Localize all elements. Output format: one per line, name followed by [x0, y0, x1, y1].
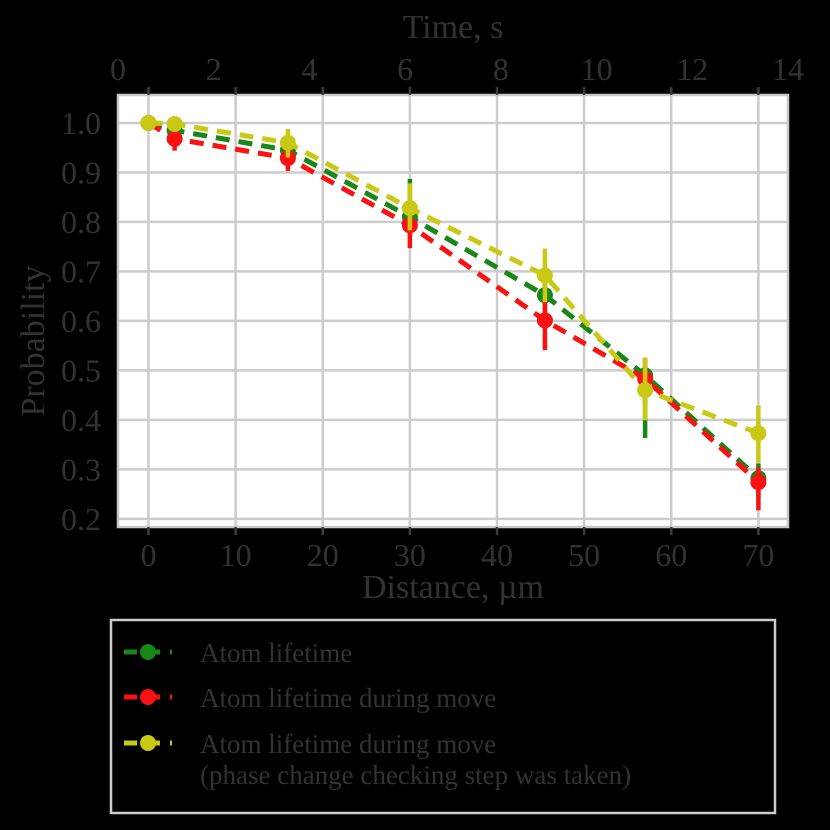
- y-tick-label: 0.5: [61, 352, 101, 388]
- top-tick-label: 6: [397, 51, 413, 87]
- legend-marker-dot: [140, 644, 156, 660]
- markers: [140, 114, 767, 442]
- legend-marker-dot: [140, 735, 156, 751]
- top-tick-label: 8: [493, 51, 509, 87]
- legend: Atom lifetime Atom lifetime during move At…: [109, 618, 777, 815]
- data-point-marker: [279, 150, 296, 167]
- y-tick-label: 0.3: [61, 451, 101, 487]
- data-point-marker: [750, 425, 767, 442]
- y-tick-label: 0.8: [61, 204, 101, 240]
- y-tick-label: 0.7: [61, 253, 101, 289]
- plot-area: [118, 95, 788, 527]
- data-point-marker: [536, 267, 553, 284]
- x-tick-label: 70: [742, 537, 774, 573]
- top-axis-title: Time, s: [403, 9, 504, 46]
- y-tick-label: 1.0: [61, 105, 101, 141]
- x-tick-label: 10: [220, 537, 252, 573]
- legend-label: Atom lifetime during move: [200, 683, 496, 713]
- top-tick-label: 2: [206, 51, 222, 87]
- x-tick-label: 20: [307, 537, 339, 573]
- legend-label-line2: (phase change checking step was taken): [200, 760, 631, 790]
- top-tick-label: 0: [110, 51, 126, 87]
- plot-spines: [116, 93, 790, 529]
- data-point-marker: [166, 115, 183, 132]
- data-point-marker: [166, 130, 183, 147]
- legend-marker-dot: [140, 689, 156, 705]
- data-point-marker: [536, 312, 553, 329]
- y-tick-label: 0.2: [61, 501, 101, 537]
- legend-box: [109, 618, 777, 815]
- x-tick-label: 0: [140, 537, 156, 573]
- top-tick-label: 4: [301, 51, 317, 87]
- legend-label: Atom lifetime: [200, 638, 352, 668]
- top-tick-label: 12: [676, 51, 708, 87]
- data-point-marker: [750, 474, 767, 491]
- gridlines: [118, 95, 788, 527]
- y-tick-label: 0.4: [61, 402, 101, 438]
- x-tick-label: 30: [394, 537, 426, 573]
- data-point-marker: [279, 134, 296, 151]
- data-point-marker: [401, 200, 418, 217]
- x-axis-title: Distance, µm: [362, 569, 544, 606]
- y-tick-label: 0.6: [61, 303, 101, 339]
- data-point-marker: [637, 382, 654, 399]
- y-tick-label: 0.9: [61, 154, 101, 190]
- legend-label: Atom lifetime during move: [200, 729, 496, 759]
- top-tick-label: 14: [772, 51, 804, 87]
- top-tick-label: 10: [581, 51, 613, 87]
- y-axis-title: Probability: [15, 265, 52, 416]
- x-tick-label: 60: [655, 537, 687, 573]
- x-tick-label: 40: [481, 537, 513, 573]
- series-during-move-checked: [140, 114, 767, 463]
- data-point-marker: [140, 114, 157, 131]
- tick-marks: [147, 87, 760, 535]
- x-tick-label: 50: [568, 537, 600, 573]
